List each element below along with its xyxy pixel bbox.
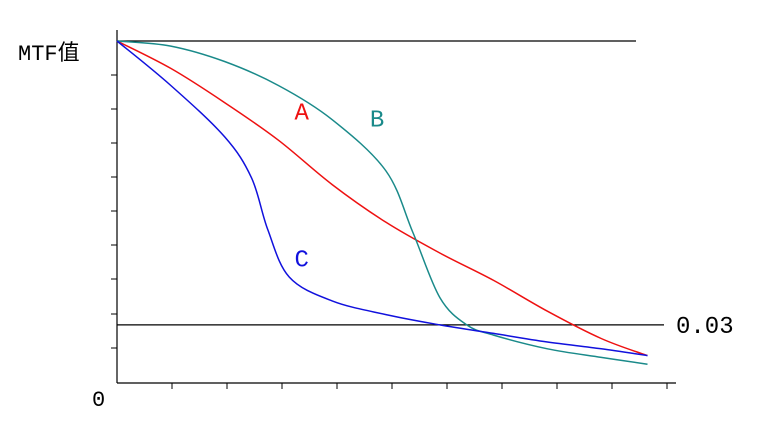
series-label-a: A [295, 101, 310, 128]
series-line-c [116, 40, 648, 357]
reference-line-label: 0.03 [676, 314, 734, 341]
labels: A B C [295, 101, 385, 275]
origin-label: 0 [92, 388, 105, 413]
reference-lines: 0.03 [117, 40, 734, 341]
y-axis-label: MTF值 [18, 41, 80, 67]
curves [116, 40, 648, 365]
series-line-a [116, 40, 648, 357]
axes [111, 30, 676, 389]
series-line-b [116, 40, 648, 365]
series-label-c: C [295, 248, 309, 275]
series-label-b: B [370, 108, 384, 135]
